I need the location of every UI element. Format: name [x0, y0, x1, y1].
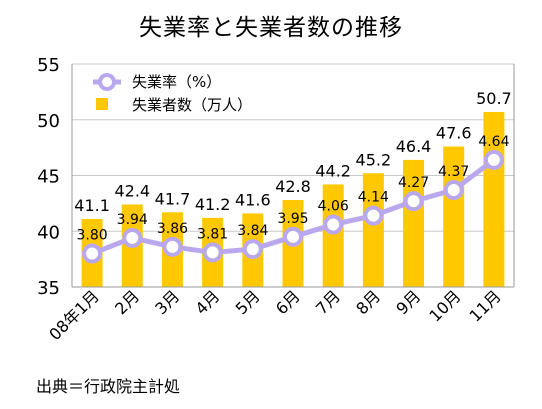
rate-marker [202, 242, 223, 263]
rate-value-label: 3.94 [117, 212, 148, 228]
x-tick-label: 5月 [232, 286, 264, 318]
legend-label-rate: 失業率（%） [132, 73, 221, 91]
data-labels: 41.142.4 41.7 41.2 41.642.844.2 45.246.447.6… [74, 89, 511, 244]
bar [362, 173, 384, 287]
bar-value-label: 46.4 [396, 137, 432, 156]
bar-value-label: 45.2 [356, 150, 392, 169]
y-tick-label: 55 [37, 55, 60, 76]
x-tick-label: 6月 [272, 286, 304, 318]
y-tick-label: 40 [37, 222, 60, 243]
rate-value-label: 4.14 [358, 190, 389, 206]
bar-value-label: 41.2 [195, 195, 231, 214]
rate-marker [82, 243, 103, 264]
bar-value-label: 47.6 [436, 124, 472, 143]
rate-value-label: 3.84 [237, 223, 268, 239]
rate-value-label: 4.06 [318, 199, 349, 215]
source-note: 出典＝行政院主計処 [36, 377, 181, 396]
x-tick-label: 3月 [151, 286, 183, 318]
bar-value-label: 41.1 [74, 196, 110, 215]
x-tick-label: 2月 [111, 286, 143, 318]
rate-marker [443, 179, 464, 200]
rate-value-label: 3.81 [197, 226, 228, 242]
rate-marker [483, 149, 504, 170]
rate-marker [242, 239, 263, 260]
bar-value-label: 44.2 [315, 161, 351, 180]
rate-value-label: 3.80 [77, 228, 108, 244]
rate-value-label: 3.95 [277, 211, 308, 227]
line-series [82, 149, 504, 264]
rate-marker [162, 236, 183, 257]
chart-title: 失業率と失業者数の推移 [139, 15, 403, 41]
legend-marker-swatch [98, 73, 116, 91]
legend-label-count: 失業者数（万人） [132, 96, 252, 114]
rate-value-label: 4.27 [398, 175, 429, 191]
rate-marker [122, 227, 143, 248]
y-tick-label: 35 [37, 278, 60, 299]
rate-marker [363, 205, 384, 226]
rate-value-label: 3.86 [157, 221, 188, 237]
legend: 失業率（%） 失業者数（万人） [93, 73, 252, 114]
bar-series [81, 111, 505, 287]
rate-marker [403, 191, 424, 212]
y-tick-label: 50 [37, 111, 60, 132]
bar-value-label: 41.7 [155, 189, 191, 208]
bar [403, 159, 425, 287]
bar-value-label: 42.4 [114, 181, 150, 200]
rate-marker [283, 226, 303, 247]
bar-value-label: 42.8 [275, 177, 311, 196]
x-tick-label: 10月 [425, 286, 464, 325]
rate-marker [323, 214, 344, 235]
x-tick-label: 7月 [312, 286, 344, 318]
rate-value-label: 4.64 [478, 134, 509, 150]
x-tick-label: 8月 [352, 286, 384, 318]
legend-bar-swatch [96, 98, 108, 110]
rate-value-label: 4.37 [438, 164, 469, 180]
x-tick-label: 11月 [466, 286, 505, 325]
bar-value-label: 41.6 [235, 190, 271, 209]
y-tick-label: 45 [37, 167, 60, 188]
bar [322, 184, 344, 287]
x-tick-label: 4月 [192, 286, 224, 318]
bar-value-label: 50.7 [476, 89, 512, 108]
x-tick-label: 9月 [392, 286, 424, 318]
